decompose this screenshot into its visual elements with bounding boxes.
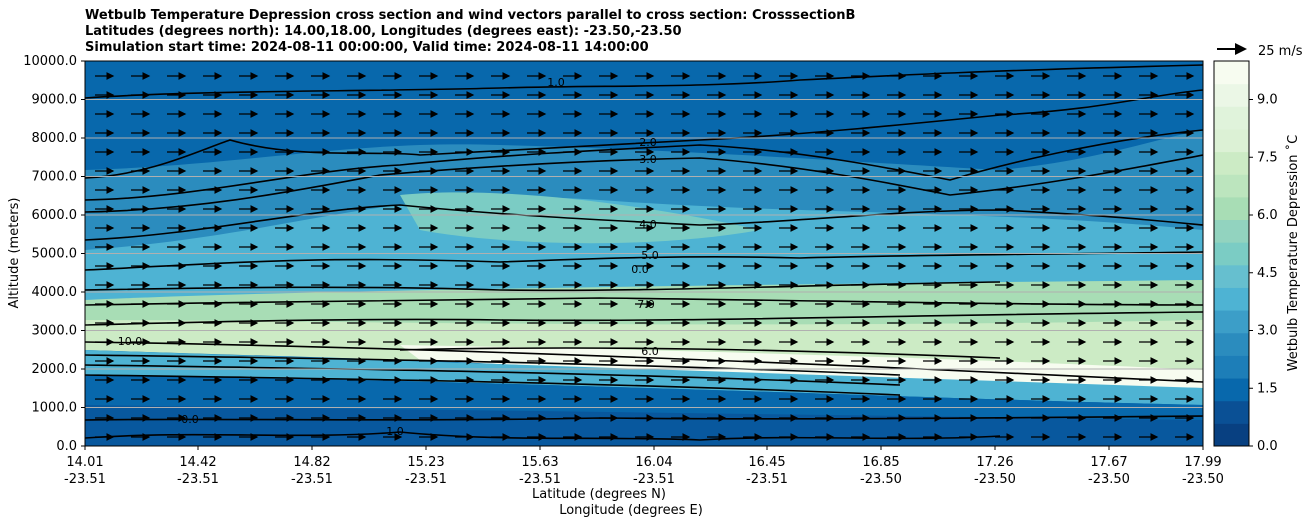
x-tick-label-lon: -23.50 xyxy=(860,472,902,487)
colorbar-tick-label: 1.5 xyxy=(1257,381,1278,396)
colorbar-tick-label: 9.0 xyxy=(1257,93,1278,108)
contour-label: 2.0 xyxy=(639,136,657,149)
colorbar-band xyxy=(1214,264,1249,288)
x-tick-label-lon: -23.51 xyxy=(405,472,447,487)
grid-lines xyxy=(85,61,1203,446)
colorbar-band xyxy=(1214,174,1249,198)
colorbar-band xyxy=(1214,355,1249,379)
chart-title: Wetbulb Temperature Depression cross sec… xyxy=(85,8,855,56)
contour-1-a xyxy=(85,89,1203,179)
contour-4-low xyxy=(85,364,901,386)
y-tick-label: 8000.0 xyxy=(32,131,78,146)
x-tick-label-lon: -23.51 xyxy=(291,472,333,487)
colorbar-band xyxy=(1214,400,1249,424)
x-tick-label-lat: 17.99 xyxy=(1184,455,1221,470)
x-tick-label-lon: -23.51 xyxy=(519,472,561,487)
x-tick-label-lon: -23.51 xyxy=(633,472,675,487)
x-tick-label-lon: -23.51 xyxy=(746,472,788,487)
x-tick-label-lat: 16.45 xyxy=(748,455,785,470)
x-tick-label-lat: 15.63 xyxy=(521,455,558,470)
x-tick-label-lat: 14.01 xyxy=(66,455,103,470)
colorbar-ticks: 0.0 1.5 3.0 4.5 6.0 7.5 9.0 xyxy=(1249,93,1278,454)
colorbar: 0.0 1.5 3.0 4.5 6.0 7.5 9.0 Wetbulb Temperatur… xyxy=(1213,60,1301,454)
contour-6 xyxy=(85,297,1203,306)
band-upper-dark xyxy=(85,61,1203,160)
colorbar-band xyxy=(1214,378,1249,402)
colorbar-band xyxy=(1214,151,1249,175)
x-tick-label-lat: 17.26 xyxy=(976,455,1013,470)
contour-label: 3.0 xyxy=(639,153,657,166)
plot-area: 1.02.03.04.05.00.07.010.06.00.01.0 xyxy=(85,61,1203,446)
quiver-key-label: 25 m/s xyxy=(1258,44,1303,59)
colorbar-band xyxy=(1214,332,1249,356)
y-tick-label: 10000.0 xyxy=(23,54,77,69)
x-tick-label-lat: 17.67 xyxy=(1090,455,1127,470)
contour-5-a xyxy=(85,251,1203,271)
x-tick-label-lat: 16.85 xyxy=(862,455,899,470)
y-tick-label: 9000.0 xyxy=(32,93,78,108)
colorbar-band xyxy=(1214,106,1249,130)
x-tick-label-lon: -23.51 xyxy=(177,472,219,487)
colorbar-tick-label: 4.5 xyxy=(1257,266,1278,281)
x-tick-label-lon: -23.51 xyxy=(64,472,106,487)
contour-4 xyxy=(85,204,1203,241)
colorbar-band xyxy=(1214,83,1249,107)
colorbar-frame xyxy=(1213,60,1250,447)
colorbar-band xyxy=(1214,423,1249,447)
colorbar-band xyxy=(1214,196,1249,221)
x-tick-label-lat: 14.82 xyxy=(293,455,330,470)
contour-1-surface xyxy=(85,431,1001,441)
y-tick-label: 5000.0 xyxy=(32,247,78,262)
colorbar-band xyxy=(1214,128,1249,153)
contour-label: 1.0 xyxy=(386,425,404,438)
y-tick-label: 6000.0 xyxy=(32,208,78,223)
colorbar-bands xyxy=(1214,61,1249,447)
colorbar-label: Wetbulb Temperature Depression ˚C xyxy=(1285,135,1301,372)
contour-label: 1.0 xyxy=(547,76,565,89)
x-tick-label-lat: 16.04 xyxy=(635,455,672,470)
x-axis-label-lat: Latitude (degrees N) xyxy=(532,487,666,502)
contour-labels: 1.02.03.04.05.00.07.010.06.00.01.0 xyxy=(118,76,659,438)
x-tick-label-lat: 15.23 xyxy=(407,455,444,470)
y-axis: 0.0 1000.0 2000.0 3000.0 4000.0 5000.0 6000.0 7… xyxy=(23,54,85,454)
y-tick-label: 0.0 xyxy=(56,439,77,454)
chart-title-line-1: Wetbulb Temperature Depression cross sec… xyxy=(85,8,856,23)
colorbar-band xyxy=(1214,242,1249,266)
x-tick-label-lon: -23.50 xyxy=(1088,472,1130,487)
y-tick-label: 1000.0 xyxy=(32,401,78,416)
colorbar-tick-label: 7.5 xyxy=(1257,150,1278,165)
colorbar-band xyxy=(1214,61,1249,85)
contour-label: 7.0 xyxy=(637,298,655,311)
colorbar-band xyxy=(1214,310,1249,334)
chart-title-line-2: Latitudes (degrees north): 14.00,18.00, … xyxy=(85,24,682,39)
contour-label: 0.0 xyxy=(181,413,199,426)
band-tongue xyxy=(400,192,760,244)
y-tick-label: 2000.0 xyxy=(32,362,78,377)
x-axis-label-lon: Longitude (degrees E) xyxy=(559,503,703,518)
colorbar-band xyxy=(1214,287,1249,311)
x-axis: 14.01 -23.51 14.42 -23.51 14.82 -23.51 15.23 -2… xyxy=(64,446,1224,487)
y-tick-label: 4000.0 xyxy=(32,285,78,300)
y-tick-label: 3000.0 xyxy=(32,324,78,339)
contour-label: 5.0 xyxy=(641,249,659,262)
quiver-key: 25 m/s xyxy=(1217,43,1303,59)
contour-label: 10.0 xyxy=(118,335,143,348)
y-tick-label: 7000.0 xyxy=(32,170,78,185)
colorbar-tick-label: 0.0 xyxy=(1257,439,1278,454)
chart-title-line-3: Simulation start time: 2024-08-11 00:00:… xyxy=(85,40,649,55)
contour-label: 0.0 xyxy=(631,263,649,276)
x-tick-label-lon: -23.50 xyxy=(1182,472,1224,487)
y-axis-label: Altitude (meters) xyxy=(7,198,22,309)
wind-vectors xyxy=(95,72,1195,441)
contour-10 xyxy=(399,347,1001,359)
x-tick-label-lat: 14.42 xyxy=(179,455,216,470)
colorbar-tick-label: 3.0 xyxy=(1257,324,1278,339)
x-tick-label-lon: -23.50 xyxy=(974,472,1016,487)
band-mid-light xyxy=(85,197,1203,300)
contour-label: 4.0 xyxy=(639,218,657,231)
contour-label: 6.0 xyxy=(641,345,659,358)
colorbar-band xyxy=(1214,219,1249,243)
colorbar-tick-label: 6.0 xyxy=(1257,208,1278,223)
